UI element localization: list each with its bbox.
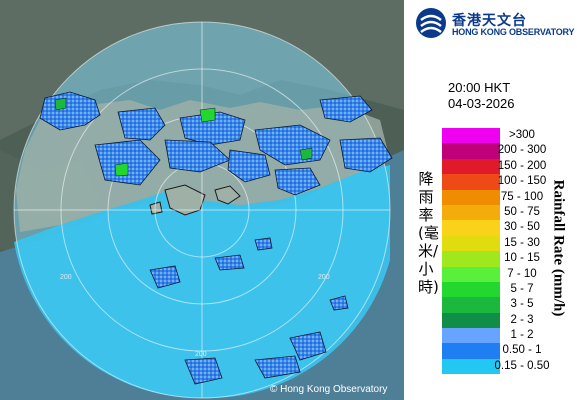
- legend-swatch: [442, 158, 500, 175]
- legend-label: 5 - 7: [510, 282, 534, 295]
- legend-swatch: [442, 358, 500, 375]
- legend-labels: >300 200 - 300 150 - 200 100 - 150 75 - 100 5…: [482, 128, 562, 374]
- legend-swatch: [442, 281, 500, 298]
- radar-map-canvas: [0, 0, 404, 400]
- observation-date: 04-03-2026: [448, 96, 515, 111]
- range-label-right: 200: [318, 274, 330, 281]
- legend-label: 0.15 - 0.50: [494, 359, 550, 372]
- legend-swatch: [442, 328, 500, 344]
- legend-swatch: [442, 143, 500, 159]
- legend-title-en: Rainfall Rate (mm/h): [550, 179, 567, 317]
- legend-label: 50 - 75: [504, 205, 540, 218]
- legend-label: 15 - 30: [504, 236, 540, 249]
- range-label-bottom: 200: [195, 351, 207, 358]
- rain-echoes: [39, 91, 393, 385]
- organization-name-zh: 香港天文台: [452, 13, 527, 29]
- hko-emblem-icon: [416, 8, 446, 38]
- legend-label: 30 - 50: [504, 221, 540, 234]
- legend-label: 150 - 200: [497, 159, 547, 172]
- legend-label: 200 - 300: [497, 144, 547, 157]
- legend-swatch: [442, 189, 500, 205]
- legend-label: 3 - 5: [510, 298, 534, 311]
- island-small: [149, 201, 163, 215]
- legend-label: >300: [509, 129, 535, 141]
- legend-label: 0.50 - 1: [502, 344, 542, 357]
- legend-swatch: [442, 128, 500, 144]
- legend-panel: 香港天文台 HONG KONG OBSERVATORY 20:00 HKT 04…: [404, 0, 577, 400]
- legend-label: 10 - 15: [504, 252, 540, 265]
- legend-swatch: [442, 343, 500, 359]
- legend-label: 1 - 2: [510, 329, 534, 342]
- legend-swatch: [442, 235, 500, 252]
- legend-title-zh: 降雨率(毫米/小時): [418, 170, 439, 296]
- radar-map: 200 200 200 © Hong Kong Observatory: [0, 0, 404, 400]
- hko-logo: 香港天文台 HONG KONG OBSERVATORY: [414, 6, 575, 40]
- legend-swatch: [442, 297, 500, 313]
- legend-swatch: [442, 251, 500, 267]
- legend-swatch: [442, 312, 500, 329]
- legend-swatch: [442, 266, 500, 282]
- range-label-left: 200: [60, 274, 72, 281]
- legend-swatch: [442, 204, 500, 221]
- legend-label: 75 - 100: [500, 190, 544, 203]
- legend-swatch: [442, 220, 500, 236]
- legend-label: 7 - 10: [507, 267, 537, 280]
- organization-name-en: HONG KONG OBSERVATORY: [452, 27, 575, 37]
- copyright-text: © Hong Kong Observatory: [270, 384, 388, 395]
- observation-time: 20:00 HKT: [448, 80, 511, 95]
- legend-label: 100 - 150: [497, 175, 547, 188]
- legend-label: 2 - 3: [510, 313, 534, 326]
- legend-color-scale: [442, 128, 500, 375]
- island-hk: [214, 185, 241, 205]
- legend-swatch: [442, 174, 500, 190]
